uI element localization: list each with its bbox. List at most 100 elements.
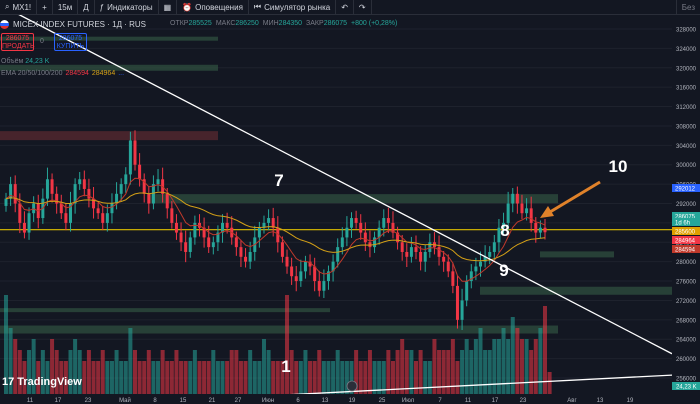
x-tick-label: Июл (402, 398, 415, 404)
x-tick-label: 11 (465, 398, 472, 404)
volume-bar (414, 361, 419, 394)
volume-bar (17, 350, 22, 394)
volume-bar (298, 361, 303, 394)
candle-type-button[interactable]: Д (78, 0, 95, 14)
candle (170, 208, 174, 223)
volume-value-tag (672, 382, 700, 390)
volume-bar (326, 361, 331, 394)
volume-bar (533, 339, 538, 394)
volume-bar (13, 339, 18, 394)
candle (382, 218, 386, 228)
redo-button[interactable]: ↷ (354, 0, 372, 14)
y-tick-label: 316000 (676, 86, 697, 92)
symbol-search[interactable]: ⌕ MX1! (0, 0, 38, 14)
indicators-button[interactable]: ƒ Индикаторы (95, 0, 159, 14)
volume-bar (308, 361, 313, 394)
ema-legend[interactable]: EMA 20/50/100/200 284594 284964 ... (1, 70, 125, 77)
candle (497, 227, 501, 243)
annotation-label: 10 (609, 157, 628, 176)
volume-bar (285, 295, 290, 394)
volume-bar (496, 339, 501, 394)
volume-bar (487, 350, 492, 394)
annotation-label: 7 (274, 171, 283, 190)
candle (193, 222, 197, 238)
volume-bar (271, 361, 276, 394)
price-zone (150, 194, 558, 204)
volume-bar (132, 350, 137, 394)
volume-bars (4, 295, 552, 394)
candle (474, 266, 478, 272)
candle (262, 222, 266, 228)
volume-bar (395, 350, 400, 394)
x-tick-label: 15 (180, 398, 187, 404)
alarm-icon: ⏰ (182, 2, 193, 12)
layouts-button[interactable]: ▦ (159, 0, 178, 14)
volume-bar (215, 361, 220, 394)
y-tick-label: 272000 (676, 299, 697, 305)
volume-legend[interactable]: Объём 24,23 K (1, 58, 50, 65)
candle (87, 188, 91, 199)
buy-button[interactable]: 286075 КУПИТЬ (54, 33, 87, 51)
candle (156, 179, 160, 185)
volume-bar (86, 350, 91, 394)
volume-bar (128, 328, 133, 394)
y-tick-label: 308000 (676, 124, 697, 130)
undo-icon: ↶ (341, 2, 348, 12)
simulator-button[interactable]: ⏮ Симулятор рынка (249, 0, 337, 14)
volume-value-label: 24,23 K (676, 385, 697, 391)
descending-trendline (0, 4, 673, 355)
candle (64, 213, 68, 223)
volume-bar (165, 361, 170, 394)
volume-bar (455, 361, 460, 394)
volume-bar (312, 361, 317, 394)
sell-button[interactable]: 286075 ПРОДАТЬ (1, 33, 35, 51)
candle (543, 227, 547, 233)
replay-marker-icon (346, 380, 358, 392)
x-tick-label: 23 (520, 398, 527, 404)
volume-bar (331, 361, 336, 394)
volume-bar (501, 328, 506, 394)
alerts-button[interactable]: ⏰ Оповещения (177, 0, 249, 14)
price-label: 284964 (675, 239, 696, 245)
ema-red-line (5, 177, 546, 282)
volume-bar (63, 361, 68, 394)
y-tick-label: 304000 (676, 144, 697, 150)
candle (234, 237, 238, 248)
y-tick-label: 280000 (676, 260, 697, 266)
volume-bar (275, 361, 280, 394)
annotation-arrow (544, 180, 601, 217)
volume-bar (446, 350, 451, 394)
x-tick-label: 13 (322, 398, 329, 404)
candle (27, 213, 31, 233)
volume-bar (4, 295, 8, 394)
spread-value: 0 (40, 38, 44, 45)
candle (128, 140, 132, 175)
volume-bar (519, 339, 524, 394)
volume-bar (423, 361, 428, 394)
candle (13, 184, 17, 204)
volume-bar (547, 372, 552, 394)
redo-icon: ↷ (358, 2, 366, 12)
unnamed-layout-button[interactable]: Без (675, 0, 700, 14)
candle (460, 300, 464, 320)
volume-bar (473, 339, 478, 394)
candle (216, 232, 220, 243)
undo-button[interactable]: ↶ (336, 0, 354, 14)
volume-bar (54, 350, 59, 394)
candle (437, 247, 441, 257)
candle (124, 174, 128, 185)
price-zone (0, 64, 218, 71)
interval-button[interactable]: 15м (53, 0, 79, 14)
tradingview-logo[interactable]: 17 TradingView (2, 376, 82, 388)
search-icon: ⌕ (5, 2, 10, 11)
candle (73, 184, 77, 204)
chart-title[interactable]: MICEX INDEX FUTURES · 1Д · RUS (0, 20, 146, 29)
candle (133, 140, 137, 165)
add-symbol-button[interactable]: + (37, 0, 53, 14)
price-change: +800 (+0,28%) (351, 20, 398, 27)
volume-bar (510, 317, 515, 394)
function-icon: ƒ (99, 2, 105, 12)
candle (446, 261, 450, 272)
volume-bar (280, 361, 285, 394)
